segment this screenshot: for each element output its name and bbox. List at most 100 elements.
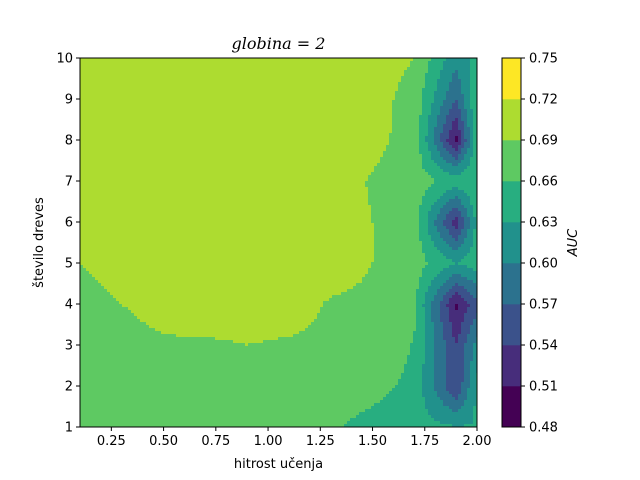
contour-cell (92, 82, 96, 86)
contour-cell (275, 106, 279, 110)
contour-cell (428, 64, 432, 68)
contour-cell (428, 58, 432, 62)
contour-cell (380, 106, 384, 110)
contour-cell (275, 136, 279, 140)
contour-cell (344, 64, 348, 68)
contour-cell (395, 160, 399, 164)
contour-cell (143, 64, 147, 68)
contour-cell (98, 103, 102, 107)
contour-cell (344, 130, 348, 134)
contour-cell (341, 91, 345, 95)
contour-cell (179, 67, 183, 71)
contour-cell (311, 112, 315, 116)
contour-cell (350, 106, 354, 110)
contour-cell (119, 103, 123, 107)
contour-cell (128, 64, 132, 68)
contour-cell (347, 100, 351, 104)
contour-cell (422, 145, 426, 149)
contour-cell (395, 61, 399, 65)
contour-cell (143, 118, 147, 122)
contour-cell (413, 142, 417, 146)
contour-cell (125, 151, 129, 155)
contour-cell (446, 163, 450, 167)
contour-cell (98, 151, 102, 155)
contour-cell (134, 103, 138, 107)
contour-cell (383, 73, 387, 77)
contour-cell (143, 166, 147, 170)
contour-cell (410, 166, 414, 170)
contour-cell (254, 136, 258, 140)
contour-cell (101, 79, 105, 83)
contour-cell (113, 109, 117, 113)
contour-cell (419, 112, 423, 116)
contour-cell (413, 73, 417, 77)
contour-cell (149, 166, 153, 170)
contour-cell (419, 154, 423, 158)
contour-cell (464, 64, 468, 68)
contour-cell (347, 73, 351, 77)
contour-cell (122, 166, 126, 170)
contour-cell (218, 58, 222, 62)
contour-cell (296, 169, 300, 173)
contour-cell (182, 64, 186, 68)
contour-cell (407, 121, 411, 125)
contour-cell (203, 121, 207, 125)
contour-cell (392, 97, 396, 101)
contour-cell (413, 70, 417, 74)
contour-cell (296, 73, 300, 77)
contour-cell (80, 124, 84, 128)
contour-cell (437, 64, 441, 68)
contour-cell (422, 157, 426, 161)
contour-cell (140, 112, 144, 116)
contour-cell (128, 76, 132, 80)
contour-cell (113, 58, 117, 62)
contour-cell (164, 70, 168, 74)
contour-cell (254, 166, 258, 170)
contour-cell (362, 142, 366, 146)
contour-cell (320, 163, 324, 167)
contour-cell (140, 70, 144, 74)
contour-cell (305, 130, 309, 134)
contour-cell (299, 91, 303, 95)
contour-cell (392, 145, 396, 149)
contour-cell (392, 112, 396, 116)
contour-cell (353, 106, 357, 110)
contour-cell (149, 139, 153, 143)
contour-cell (389, 76, 393, 80)
contour-cell (89, 157, 93, 161)
contour-cell (398, 61, 402, 65)
contour-cell (179, 58, 183, 62)
contour-cell (191, 103, 195, 107)
contour-cell (140, 121, 144, 125)
contour-cell (398, 97, 402, 101)
contour-cell (305, 88, 309, 92)
contour-cell (182, 166, 186, 170)
contour-cell (308, 73, 312, 77)
contour-cell (386, 91, 390, 95)
contour-cell (428, 139, 432, 143)
contour-cell (227, 67, 231, 71)
contour-cell (293, 139, 297, 143)
contour-cell (236, 151, 240, 155)
contour-cell (413, 157, 417, 161)
contour-cell (467, 112, 471, 116)
contour-cell (272, 151, 276, 155)
contour-cell (215, 103, 219, 107)
contour-cell (206, 130, 210, 134)
contour-cell (359, 70, 363, 74)
contour-cell (197, 82, 201, 86)
contour-cell (134, 82, 138, 86)
contour-cell (227, 169, 231, 173)
contour-cell (260, 121, 264, 125)
contour-cell (215, 142, 219, 146)
contour-cell (230, 103, 234, 107)
contour-cell (350, 166, 354, 170)
contour-cell (260, 67, 264, 71)
contour-cell (191, 70, 195, 74)
contour-cell (272, 118, 276, 122)
contour-cell (173, 127, 177, 131)
contour-cell (452, 85, 456, 89)
contour-cell (467, 124, 471, 128)
contour-cell (341, 103, 345, 107)
contour-cell (266, 154, 270, 158)
